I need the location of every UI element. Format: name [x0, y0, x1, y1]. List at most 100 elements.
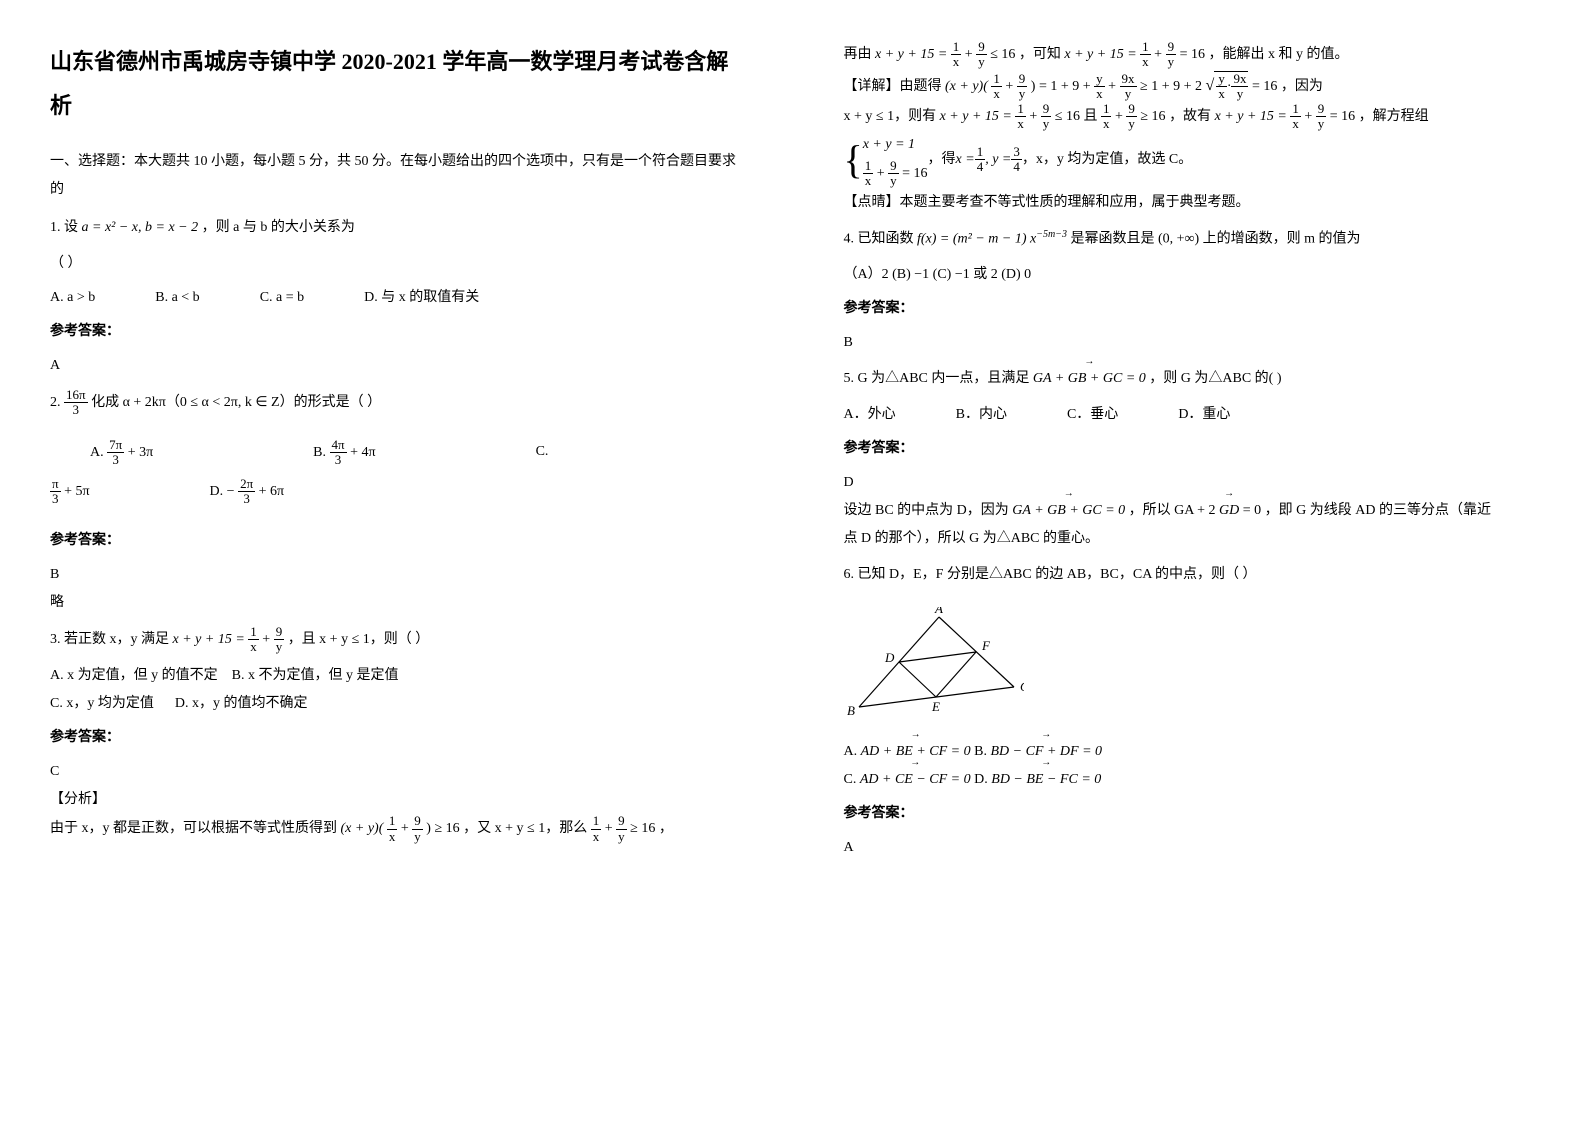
q6a-pre: A.	[844, 744, 861, 759]
rd-f1: 1x	[991, 72, 1002, 102]
q5-options: A．外心 B．内心 C．垂心 D．重心	[844, 401, 1538, 429]
q1-opt-b: B. a < b	[155, 284, 199, 312]
svg-text:A: A	[934, 607, 943, 616]
q4-answer: B	[844, 329, 1538, 357]
r1-plus: +	[965, 47, 976, 62]
rd-sqrt: yx·9xy	[1214, 71, 1248, 102]
r1-mid: ，可知	[1019, 47, 1065, 62]
q6c-pre: C.	[844, 772, 860, 787]
right-column: 再由 x + y + 15 = 1x + 9y ≤ 16 ，可知 x + y +…	[794, 0, 1587, 1122]
question-6-stem: 6. 已知 D，E，F 分别是△ABC 的边 AB，BC，CA 的中点，则（ ）	[844, 561, 1538, 589]
q2d-suf: + 6π	[259, 484, 284, 499]
q4-answer-label: 参考答案：	[844, 295, 1538, 323]
sys2-eq: = 16	[902, 166, 927, 181]
rd-sf1n: y	[1216, 72, 1227, 87]
q5-answer-label: 参考答案：	[844, 435, 1538, 463]
r3-f2d: y	[1041, 117, 1052, 131]
r3-f4: 9y	[1126, 102, 1137, 132]
q2b-frac: 4π3	[330, 438, 347, 468]
r3-e2: x + y + 15 =	[1215, 109, 1291, 124]
q3-f1d: x	[248, 640, 259, 654]
q3a-f1: 1x	[387, 814, 398, 844]
r1-f4d: y	[1166, 55, 1177, 69]
q2d-frac: 2π3	[238, 477, 255, 507]
r3-f6n: 9	[1316, 102, 1327, 117]
q5e-mid: ，所以 GA + 2	[1129, 503, 1216, 518]
rd-mid1: ) = 1 + 9 +	[1031, 79, 1094, 94]
r1-expr2: x + y + 15 =	[1064, 47, 1140, 62]
q1-answer-label: 参考答案：	[50, 318, 744, 346]
r3-so: ，故有	[1169, 109, 1215, 124]
rd-expr: (x + y)(	[945, 79, 988, 94]
r3-p1: +	[1029, 109, 1040, 124]
q3a-plus: +	[401, 821, 412, 836]
q2b-label: B.	[313, 445, 329, 460]
q2b-suf: + 4π	[350, 445, 375, 460]
r1-pre: 再由	[844, 47, 876, 62]
rd-p1: +	[1005, 79, 1016, 94]
r3-f5: 1x	[1290, 102, 1301, 132]
q3a-f2: 9y	[412, 814, 423, 844]
q3-opt-c: C. x，y 均为定值	[50, 696, 154, 711]
rd-ge: ≥ 1 + 9 + 2	[1140, 79, 1202, 94]
q5-opt-b: B．内心	[956, 401, 1007, 429]
q2-opt-d: D. − 2π3 + 6π	[210, 477, 285, 507]
sys-f2: 9y	[888, 159, 899, 189]
q3-opt-d: D. x，y 的值均不确定	[175, 696, 308, 711]
r1-f3d: x	[1140, 55, 1151, 69]
q2-opt-c-label: C.	[536, 438, 549, 468]
r3-and: 且	[1083, 109, 1101, 124]
sys-yn: 3	[1011, 145, 1022, 160]
q2-frac-num: 16π	[64, 388, 88, 403]
r-system: { x + y = 1 1x + 9y = 16 ，得 x = 14 , y =…	[844, 131, 1538, 189]
sys-f2d: y	[888, 174, 899, 188]
svg-text:C: C	[1020, 679, 1024, 694]
sys-xn: 1	[975, 145, 986, 160]
q3-analysis1: 由于 x，y 都是正数，可以根据不等式性质得到 (x + y)( 1x + 9y…	[50, 814, 744, 844]
rd-f2: 9y	[1017, 72, 1028, 102]
r1-f4n: 9	[1166, 40, 1177, 55]
q6-answer: A	[844, 834, 1538, 862]
q3a-suf: ) ≥ 16	[426, 821, 459, 836]
r3-e1: x + y + 15 =	[940, 109, 1016, 124]
q2b-den: 3	[330, 453, 347, 467]
q1-options: A. a > b B. a < b C. a = b D. 与 x 的取值有关	[50, 284, 744, 312]
q3a-f3d: x	[591, 830, 602, 844]
q1-answer: A	[50, 352, 744, 380]
r1-f2n: 9	[976, 40, 987, 55]
r3-f3n: 1	[1101, 102, 1112, 117]
r3-f6: 9y	[1316, 102, 1327, 132]
rd-sf2n: 9x	[1231, 72, 1248, 87]
q3-suffix: ，且 x + y ≤ 1，则（ ）	[288, 632, 430, 647]
rd-f4: 9xy	[1120, 72, 1137, 102]
q3a-plus2: +	[605, 821, 616, 836]
q4-exp: −5m−3	[1036, 229, 1067, 240]
q5-opt-c: C．垂心	[1067, 401, 1118, 429]
rd-f3d: x	[1094, 87, 1105, 101]
r1-le: ≤ 16	[990, 47, 1015, 62]
rd-p2: +	[1108, 79, 1119, 94]
q3-plus: +	[262, 632, 273, 647]
q2-answer-label: 参考答案：	[50, 527, 744, 555]
q3-analysis-label: 【分析】	[50, 786, 744, 814]
q1-stem-prefix: 1. 设	[50, 220, 82, 235]
q2-frac: 16π 3	[64, 388, 88, 418]
q2d-label: D.	[210, 484, 227, 499]
rd-f4d: y	[1120, 87, 1137, 101]
q5e-pre: 设边 BC 的中点为 D，因为	[844, 503, 1013, 518]
sys-f1: 1x	[863, 159, 874, 189]
question-5: 5. G 为△ABC 内一点，且满足 GA + GB + GC = 0 ，则 G…	[844, 365, 1538, 393]
q1-stem-suffix: ，则 a 与 b 的大小关系为	[202, 220, 355, 235]
rd-f3: yx	[1094, 72, 1105, 102]
q4-pre: 4. 已知函数	[844, 231, 918, 246]
q2-opt-b: B. 4π3 + 4π	[313, 438, 375, 468]
sys-xd: 4	[975, 160, 986, 174]
rd-end1: = 16	[1252, 79, 1277, 94]
exam-title: 山东省德州市禹城房寺镇中学 2020-2021 学年高一数学理月考试卷含解析	[50, 40, 744, 128]
q2c-suf: + 5π	[64, 484, 89, 499]
q5e-eq: = 0	[1243, 503, 1261, 518]
question-2: 2. 16π 3 化成 α + 2kπ（0 ≤ α < 2π, k ∈ Z）的形…	[50, 388, 744, 418]
q3-f2d: y	[274, 640, 285, 654]
question-4: 4. 已知函数 f(x) = (m² − m − 1) x−5m−3 是幂函数且…	[844, 225, 1538, 254]
sys1: x + y = 1	[863, 137, 915, 152]
